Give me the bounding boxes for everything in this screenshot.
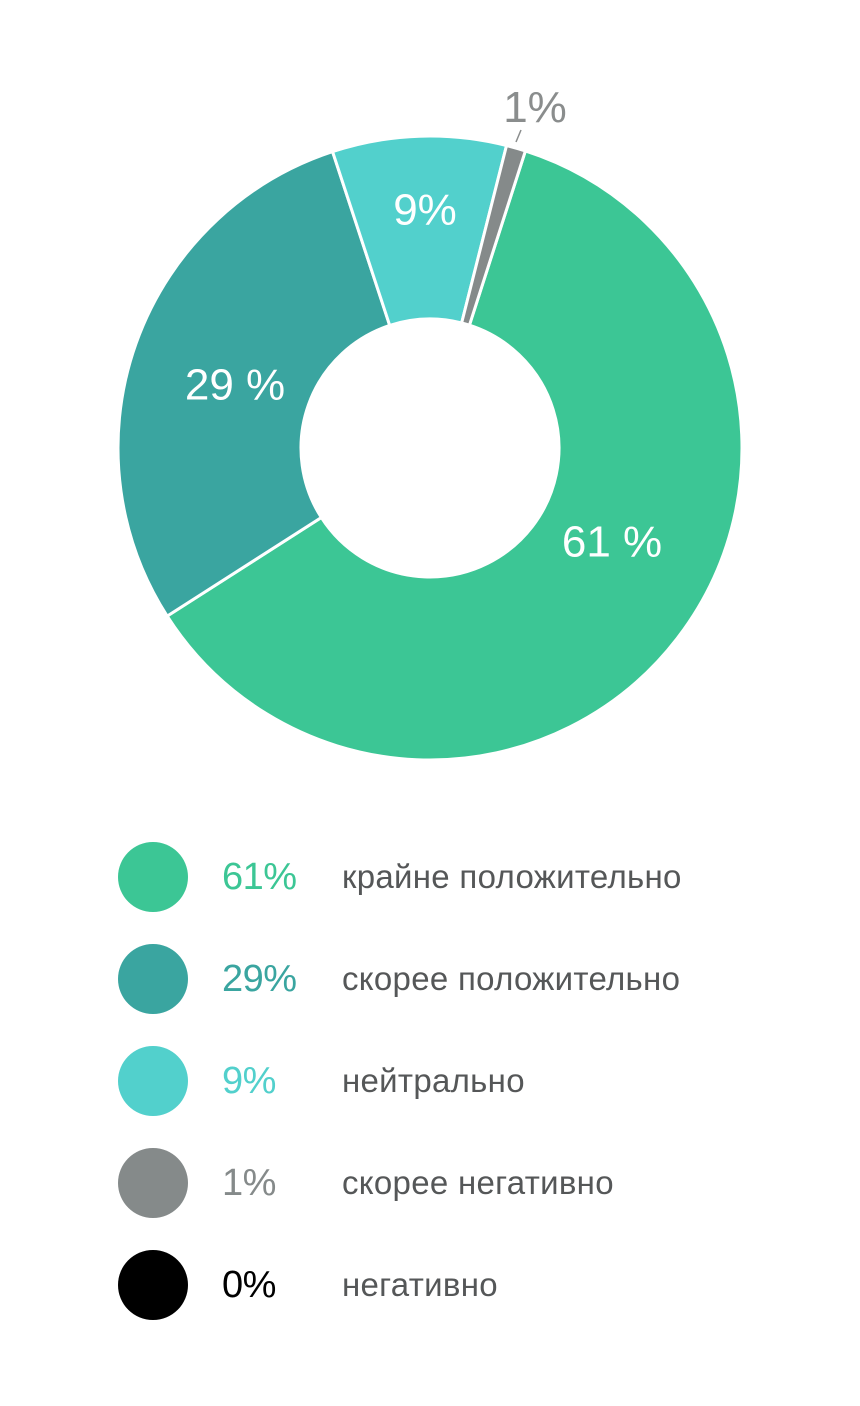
legend-swatch-circle-icon <box>118 1250 188 1320</box>
donut-slice-labels: 61 % 29 % 9% 1% <box>185 83 662 567</box>
legend-label: крайне положительно <box>342 858 682 895</box>
legend-label: скорее положительно <box>342 960 681 997</box>
legend-percent: 1% <box>222 1162 276 1204</box>
legend-swatch-circle-icon <box>118 944 188 1014</box>
legend-percent: 9% <box>222 1060 276 1102</box>
legend-swatch-circle-icon <box>118 1046 188 1116</box>
donut-slice <box>459 143 528 328</box>
legend-percent: 61% <box>222 856 297 898</box>
donut-slice <box>165 149 744 762</box>
callout-leader-line <box>515 129 522 143</box>
legend-swatch-circle-icon <box>118 1148 188 1218</box>
donut-slice <box>116 149 392 619</box>
slice-label: 1% <box>503 83 567 132</box>
legend-label: негативно <box>342 1266 498 1303</box>
slice-label: 29 % <box>185 361 285 410</box>
donut-chart: 61 % 29 % 9% 1% <box>116 83 744 762</box>
legend-swatch-circle-icon <box>118 842 188 912</box>
slice-label: 61 % <box>562 518 662 567</box>
legend-label: скорее негативно <box>342 1164 614 1201</box>
slice-label: 9% <box>393 186 457 235</box>
legend-label: нейтрально <box>342 1062 525 1099</box>
legend-percent: 0% <box>222 1264 276 1306</box>
donut-slices <box>116 134 744 762</box>
legend-percent: 29% <box>222 958 297 1000</box>
